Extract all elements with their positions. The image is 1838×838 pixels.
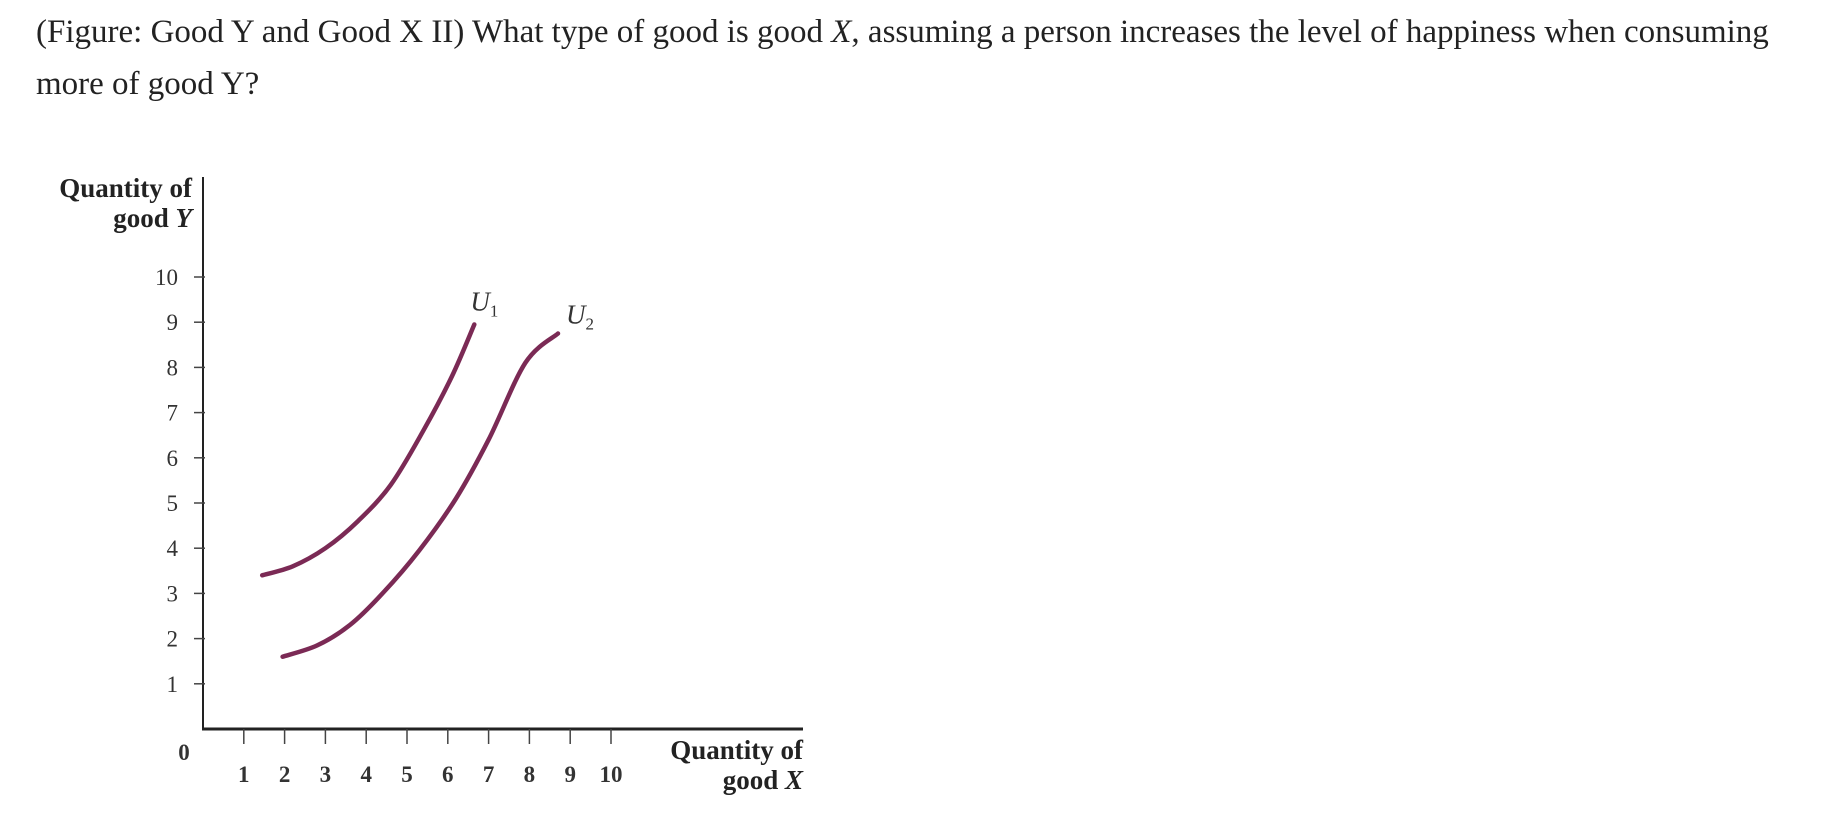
x-tick-label: 6 bbox=[442, 762, 454, 787]
indifference-curve-u2 bbox=[280, 331, 561, 659]
y-tick-label: 4 bbox=[167, 536, 179, 561]
x-tick-label: 8 bbox=[524, 762, 536, 787]
y-tick-label: 8 bbox=[167, 355, 179, 380]
y-tick-label: 3 bbox=[167, 581, 179, 606]
question-part-1: (Figure: Good Y and Good X II) What type… bbox=[36, 14, 832, 50]
y-tick-label: 9 bbox=[167, 310, 179, 335]
curve-label-u1: U1 bbox=[470, 286, 498, 320]
y-axis-title-line-1: Quantity of bbox=[59, 173, 193, 203]
y-ticks: 1 2 3 4 5 6 7 8 9 10 bbox=[155, 265, 205, 697]
indifference-curve-u1 bbox=[259, 322, 477, 578]
origin-label: 0 bbox=[178, 740, 190, 765]
x-tick-label: 1 bbox=[238, 762, 250, 787]
x-tick-label: 7 bbox=[483, 762, 495, 787]
x-axis-title: Quantity of good X bbox=[670, 735, 804, 795]
y-tick-label: 6 bbox=[167, 446, 179, 471]
y-axis-title-line-2: good Y bbox=[113, 203, 194, 233]
question-variable-x: X bbox=[831, 14, 852, 50]
x-tick-label: 9 bbox=[564, 762, 576, 787]
x-axis-title-line-2: good X bbox=[723, 765, 804, 795]
y-tick-label: 1 bbox=[167, 672, 179, 697]
x-tick-label: 4 bbox=[360, 762, 372, 787]
y-tick-label: 5 bbox=[167, 491, 179, 516]
y-tick-label: 2 bbox=[167, 627, 179, 652]
x-tick-label: 2 bbox=[279, 762, 291, 787]
y-axis-title: Quantity of good Y bbox=[59, 173, 194, 233]
x-ticks: 1 2 3 4 5 6 7 8 9 10 bbox=[238, 729, 623, 787]
x-axis-title-line-1: Quantity of bbox=[670, 735, 804, 765]
y-tick-label: 7 bbox=[167, 401, 179, 426]
question-text: (Figure: Good Y and Good X II) What type… bbox=[36, 6, 1796, 110]
y-tick-label: 10 bbox=[155, 265, 178, 290]
x-tick-label: 5 bbox=[401, 762, 413, 787]
x-tick-label: 3 bbox=[320, 762, 332, 787]
x-tick-label: 10 bbox=[600, 762, 623, 787]
indifference-curves: U1 U2 bbox=[259, 286, 594, 659]
question-part-3: , assuming a person increases the level … bbox=[36, 14, 1769, 102]
curve-label-u2: U2 bbox=[566, 300, 594, 334]
